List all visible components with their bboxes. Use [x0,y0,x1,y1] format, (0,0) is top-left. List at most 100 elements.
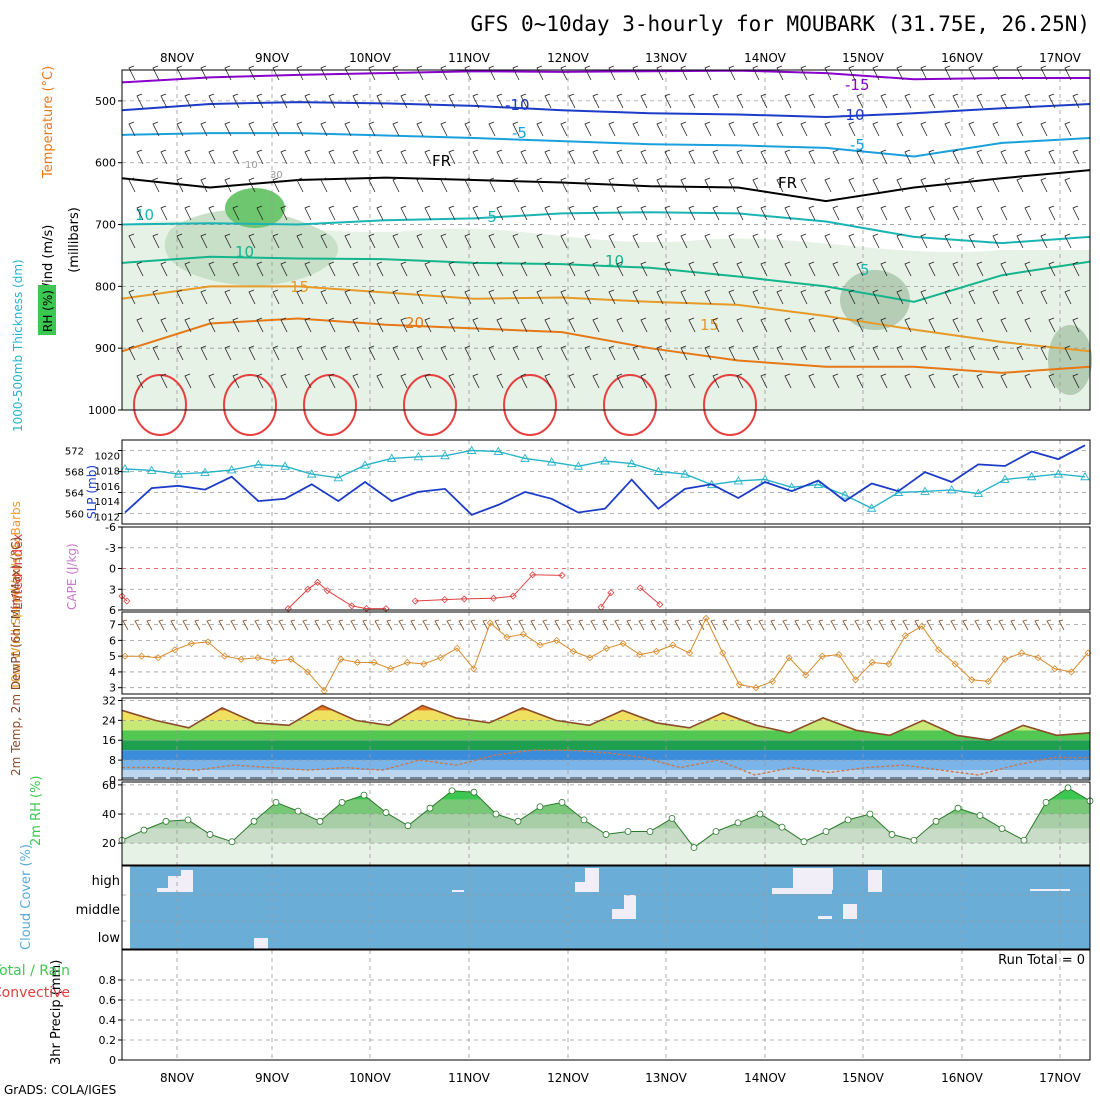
wind-barb [638,619,645,631]
wind-barb [800,233,808,249]
wind-speed-point [1067,668,1075,676]
wind-barb [776,65,784,81]
page-title: GFS 0~10day 3-hourly for MOUBARK (31.75E… [470,12,1090,36]
wind-barb [1048,261,1056,277]
thickness-point [866,503,877,512]
wind-barb [224,65,232,81]
wind-barb [272,233,280,249]
wind-barb [560,121,568,137]
rh-contour-label: 30 [270,170,283,181]
wind-barb [440,121,448,137]
wind-barb [712,317,720,333]
wind-barb [194,619,201,631]
rh-point [932,817,940,825]
wind-barb [218,619,225,631]
y-tick-label: 32 [102,694,116,707]
wind-barb [664,93,672,109]
wind-barb [542,619,549,631]
wind-barb [640,373,648,389]
thickness-point [520,453,530,462]
wind-barb [176,65,184,81]
run-total-label: Run Total = 0 [998,953,1085,968]
wind-barb [592,317,600,333]
wind-barb [736,317,744,333]
wind-barb [544,149,552,165]
wind-barb [800,345,808,361]
thickness-point [600,456,610,465]
temp-color-band [122,750,1090,761]
wind-barb [482,619,489,631]
wind-barb [770,619,777,631]
ylabel-lifted-index: Lifted Index [11,533,26,610]
wind-barb [664,149,672,165]
y-tick-label: 0.6 [99,994,117,1007]
y-tick-label: 572 [65,447,84,458]
wind-speed-point [885,660,893,668]
wind-speed-point [968,676,976,684]
rh-point [690,844,698,851]
wind-barb [272,289,280,305]
wind-barb [520,149,528,165]
isotherm-label: -10 [840,106,865,124]
slp-tick-label: 1014 [95,497,120,508]
wind-barb [416,177,424,193]
isotherm-line [121,169,1091,203]
wind-barb [200,289,208,305]
lifted-index-point [558,571,566,579]
wind-barb [688,149,696,165]
wind-barb [496,373,504,389]
cloud-block [624,895,636,909]
wind-barb [896,65,904,81]
wind-barb [160,317,168,333]
wind-barb [920,177,928,193]
wind-barb [530,619,537,631]
thickness-point [973,488,984,497]
wind-barb [136,93,144,109]
wind-speed-point [270,657,278,665]
wind-barb [224,121,232,137]
wind-barb [710,619,717,631]
wind-barb [224,177,232,193]
wind-barb [904,317,912,333]
wind-barb [752,233,760,249]
wind-barb [176,121,184,137]
y-tick-label: 0 [109,774,116,787]
wind-barb [472,93,480,109]
wind-barb [248,121,256,137]
wind-barb [184,205,192,221]
wind-barb [626,619,633,631]
cloud-background [130,866,1090,949]
thickness-point [440,450,450,460]
wind-barb [656,177,664,193]
wind-barb [866,619,873,631]
wind-barb [376,261,384,277]
slp-tick-label: 1018 [95,467,120,478]
wind-barb [920,233,928,249]
wind-barb [760,93,768,109]
wind-barb [296,65,304,81]
thickness-point [226,465,237,474]
wind-barb [712,149,720,165]
date-label-bottom: 10NOV [349,1071,391,1085]
lifted-index-point [509,592,517,600]
wind-barb [256,93,264,109]
wind-speed-point [586,654,594,662]
thickness-point [893,487,904,496]
wind-barb [1048,93,1056,109]
wind-barb [592,205,600,221]
wind-barb [656,121,664,137]
wind-barb [320,233,328,249]
rh-point [778,823,786,831]
y-tick-label: 1000 [88,404,116,417]
wind-barb [872,233,880,249]
wind-barb [1000,373,1008,389]
wind-barb [266,619,273,631]
ylabel-rh: RH (%) [41,290,55,332]
wind-barb [280,317,288,333]
y-tick-label: 6 [109,604,116,617]
wind-barb [680,289,688,305]
wind-barb [808,373,816,389]
wind-barb [944,177,952,193]
wind-barb [1016,289,1024,305]
wind-speed-point [735,680,743,689]
